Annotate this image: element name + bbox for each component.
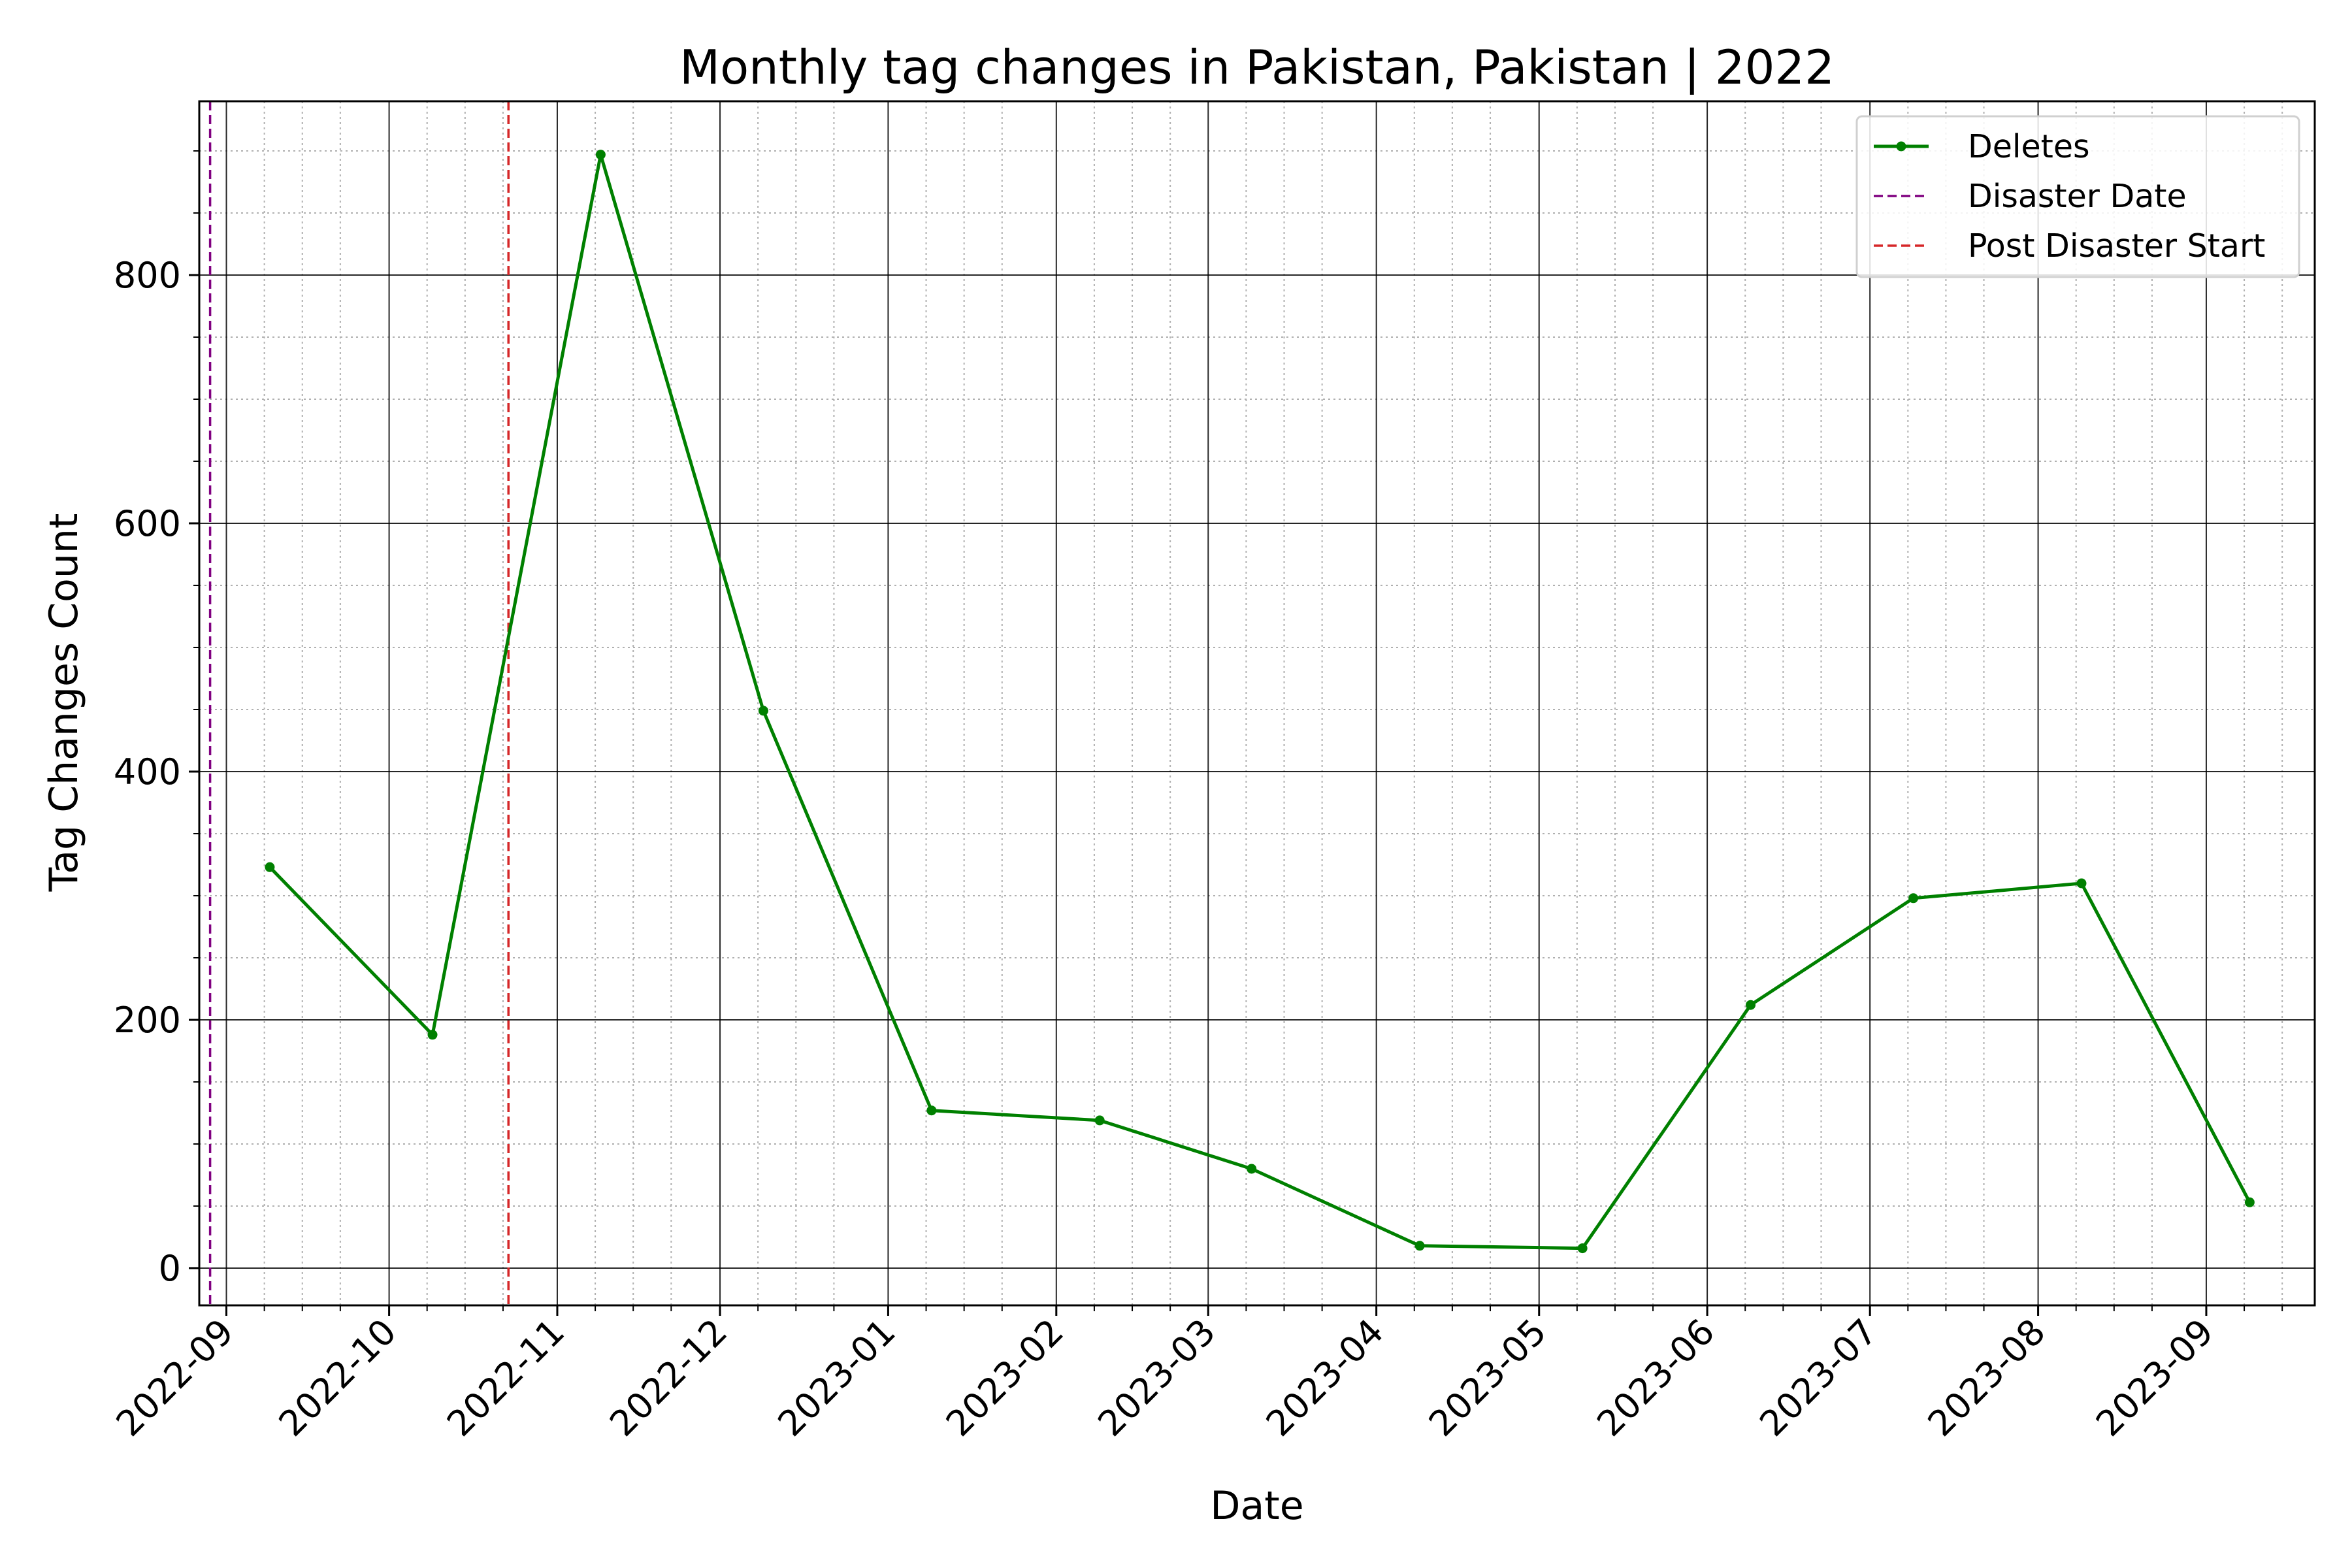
x-axis-title: Date	[1210, 1483, 1303, 1529]
data-point	[1577, 1243, 1588, 1254]
data-point	[1908, 893, 1919, 904]
y-tick-label: 200	[114, 1000, 181, 1041]
legend: Deletes Disaster Date Post Disaster Start	[1855, 115, 2300, 278]
data-point	[595, 150, 606, 160]
data-point	[2076, 878, 2087, 889]
y-tick-label: 0	[159, 1248, 181, 1289]
y-axis-title: Tag Changes Count	[41, 514, 87, 892]
y-tick-label: 400	[114, 751, 181, 792]
y-tick-label: 600	[114, 503, 181, 544]
data-point	[265, 862, 275, 872]
data-point	[758, 706, 768, 716]
data-point	[427, 1030, 438, 1040]
legend-label: Deletes	[1968, 128, 2090, 165]
data-point	[2244, 1197, 2255, 1207]
y-tick-label: 800	[114, 255, 181, 296]
legend-marker-icon	[1896, 141, 1906, 152]
data-point	[926, 1105, 937, 1116]
data-point	[1746, 1000, 1756, 1010]
legend-label: Disaster Date	[1968, 178, 2187, 215]
legend-label: Post Disaster Start	[1968, 227, 2265, 265]
data-point	[1247, 1164, 1257, 1174]
legend-box	[1855, 115, 2300, 278]
plot-frame	[198, 100, 2316, 1307]
chart-title: Monthly tag changes in Pakistan, Pakista…	[679, 40, 1835, 95]
data-point	[1094, 1115, 1105, 1126]
data-point	[1414, 1241, 1425, 1251]
